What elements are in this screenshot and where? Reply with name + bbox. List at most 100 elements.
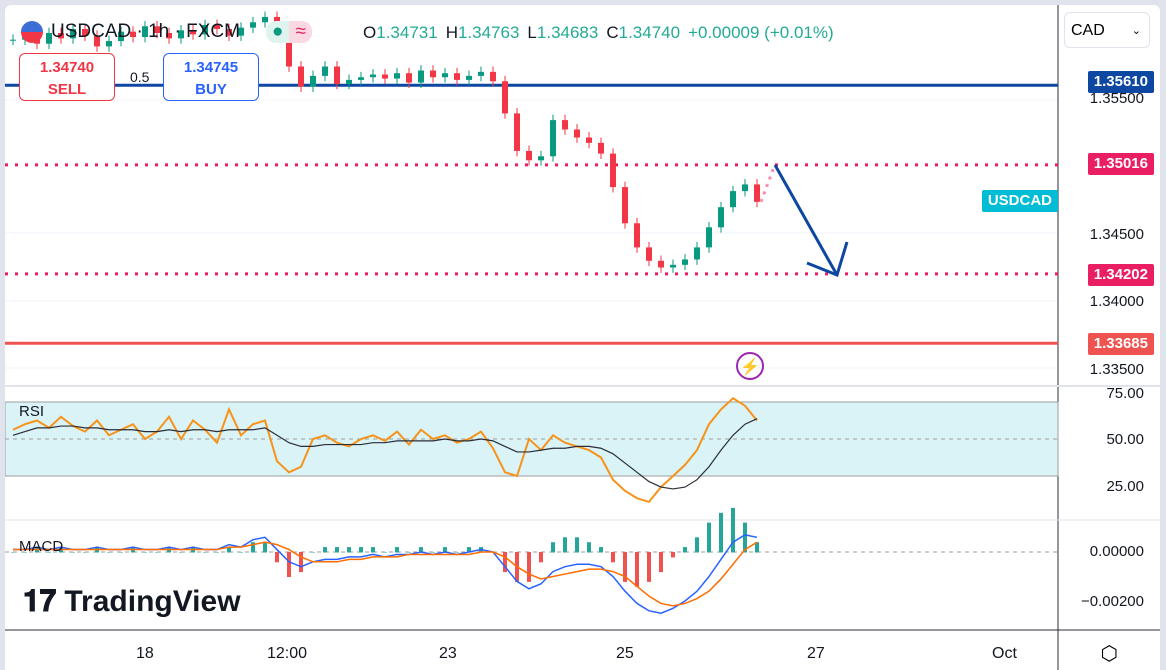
candle bbox=[58, 33, 64, 39]
macd-histogram-bar bbox=[467, 547, 471, 553]
macd-histogram-bar bbox=[287, 552, 291, 577]
candle bbox=[334, 66, 340, 84]
macd-histogram-bar bbox=[575, 537, 579, 553]
symbol-title[interactable]: USDCAD · 1h · FXCM bbox=[51, 21, 240, 42]
macd-histogram-bar bbox=[71, 552, 75, 553]
candle bbox=[70, 28, 76, 39]
candle bbox=[154, 26, 160, 33]
time-tick: 23 bbox=[439, 645, 457, 662]
macd-histogram-bar bbox=[587, 542, 591, 553]
price-tick: 1.35500 bbox=[1089, 90, 1144, 107]
macd-histogram-bar bbox=[755, 542, 759, 553]
buy-button[interactable]: 1.34745 BUY bbox=[163, 53, 259, 101]
candle bbox=[82, 28, 88, 36]
macd-histogram-bar bbox=[263, 542, 267, 553]
rsi-tick: 50.00 bbox=[1106, 431, 1144, 448]
candle bbox=[670, 264, 676, 268]
forecast-arrow bbox=[773, 164, 839, 276]
chart-window[interactable]: USDCAD · 1h · FXCM ● ≈ O1.34731 H1.34763 L1… bbox=[5, 5, 1160, 670]
macd-histogram-bar bbox=[311, 552, 315, 553]
candle bbox=[94, 35, 100, 47]
candle bbox=[538, 156, 544, 161]
candle bbox=[430, 70, 436, 78]
candle bbox=[514, 113, 520, 151]
currency-select[interactable]: CAD ⌄ bbox=[1064, 12, 1150, 48]
price-tick: 1.33500 bbox=[1089, 361, 1144, 378]
macd-label: MACD bbox=[19, 538, 64, 555]
candle bbox=[754, 184, 760, 202]
rsi-label: RSI bbox=[19, 403, 45, 420]
candle bbox=[454, 73, 460, 80]
candle bbox=[718, 207, 724, 228]
time-tick: 27 bbox=[807, 645, 825, 662]
sell-button[interactable]: 1.34740 SELL bbox=[19, 53, 115, 101]
candle bbox=[226, 28, 232, 36]
candle bbox=[502, 81, 508, 114]
macd-histogram-bar bbox=[407, 552, 411, 553]
candle bbox=[742, 184, 748, 192]
tv-logo-icon: 𝟏𝟕 bbox=[23, 585, 57, 618]
macd-histogram-bar bbox=[203, 552, 207, 553]
macd-histogram-bar bbox=[215, 552, 219, 553]
signal-line bbox=[13, 541, 758, 607]
spread-value: 0.5 bbox=[130, 69, 150, 85]
candle bbox=[166, 33, 172, 39]
macd-histogram-bar bbox=[635, 552, 639, 587]
macd-histogram-bar bbox=[443, 547, 447, 553]
tradingview-logo[interactable]: 𝟏𝟕 TradingView bbox=[23, 585, 241, 618]
candle bbox=[106, 41, 112, 47]
candle bbox=[214, 24, 220, 29]
price-tick: 1.34000 bbox=[1089, 293, 1144, 310]
candle bbox=[46, 33, 52, 44]
candle bbox=[202, 24, 208, 35]
settings-icon[interactable]: ⬡ bbox=[1100, 643, 1118, 665]
lightning-icon[interactable]: ⚡ bbox=[736, 352, 764, 380]
macd-histogram-bar bbox=[155, 552, 159, 553]
macd-histogram-bar bbox=[11, 552, 15, 553]
candle bbox=[238, 27, 244, 36]
macd-histogram-bar bbox=[23, 552, 27, 553]
candle bbox=[466, 75, 472, 80]
candle bbox=[322, 66, 328, 76]
macd-histogram-bar bbox=[719, 512, 723, 553]
rsi-tick: 25.00 bbox=[1106, 478, 1144, 495]
macd-histogram-bar bbox=[371, 547, 375, 553]
candle bbox=[118, 31, 124, 42]
wave-icon: ≈ bbox=[289, 21, 312, 43]
market-open-icon: ● bbox=[265, 21, 290, 43]
candle bbox=[694, 247, 700, 260]
macd-histogram-bar bbox=[143, 552, 147, 553]
candle bbox=[646, 247, 652, 261]
price-tag-support: 1.33685 bbox=[1087, 333, 1154, 355]
macd-histogram-bar bbox=[551, 542, 555, 553]
macd-histogram-bar bbox=[383, 552, 387, 553]
symbol-header[interactable]: USDCAD · 1h · FXCM ● ≈ bbox=[21, 21, 312, 43]
time-tick: 25 bbox=[616, 645, 634, 662]
macd-tick: 0.00000 bbox=[1089, 543, 1144, 560]
candle bbox=[634, 223, 640, 248]
candle bbox=[130, 31, 136, 38]
macd-histogram-bar bbox=[527, 552, 531, 582]
macd-histogram-bar bbox=[83, 552, 87, 553]
candle bbox=[406, 73, 412, 83]
price-tag-level: 1.34202 bbox=[1087, 264, 1154, 286]
macd-histogram-bar bbox=[335, 547, 339, 553]
macd-histogram-bar bbox=[251, 542, 255, 553]
rsi-band bbox=[5, 401, 1059, 477]
candle bbox=[298, 66, 304, 87]
macd-histogram-bar bbox=[623, 552, 627, 582]
macd-histogram-bar bbox=[179, 552, 183, 553]
candle bbox=[586, 137, 592, 143]
candle bbox=[730, 191, 736, 208]
candle bbox=[262, 16, 268, 23]
candle bbox=[190, 30, 196, 35]
macd-histogram-bar bbox=[419, 547, 423, 553]
chart-canvas[interactable] bbox=[5, 5, 1160, 670]
candle bbox=[178, 30, 184, 39]
candle bbox=[346, 79, 352, 84]
candle bbox=[142, 26, 148, 38]
candle bbox=[418, 70, 424, 83]
macd-histogram-bar bbox=[731, 507, 735, 553]
candle bbox=[382, 74, 388, 79]
macd-histogram-bar bbox=[455, 552, 459, 553]
